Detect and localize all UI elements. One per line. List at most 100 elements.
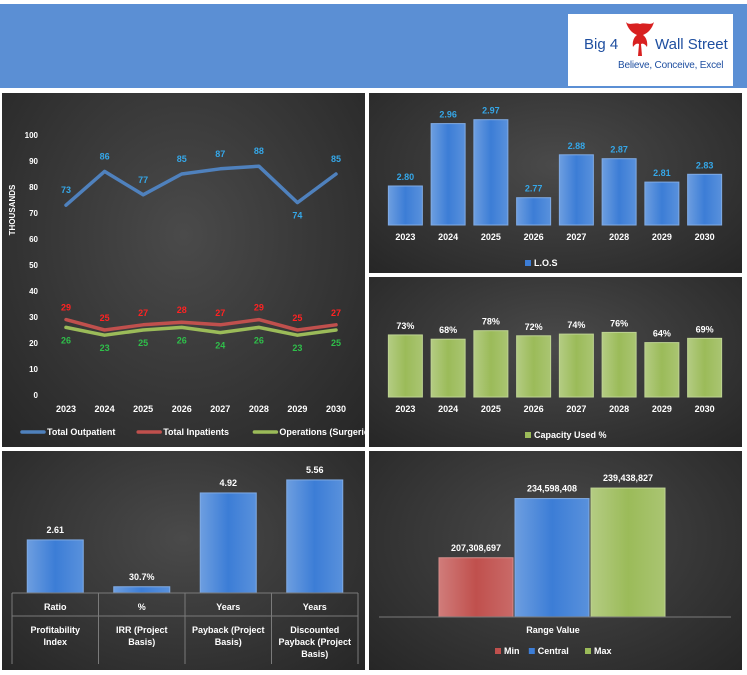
legend-label: Operations (Surgeries) (279, 427, 365, 437)
data-label: 2.87 (610, 145, 628, 155)
bar (644, 181, 680, 226)
x-tick-label: 2024 (95, 404, 115, 414)
x-tick-label: 2027 (210, 404, 230, 414)
bar (26, 539, 84, 594)
bar (590, 487, 666, 618)
data-label: 25 (100, 313, 110, 323)
bar (601, 158, 637, 226)
bar (387, 334, 423, 398)
y-tick-label: 50 (29, 261, 38, 270)
x-tick-label: 2023 (395, 232, 415, 242)
bar (199, 492, 257, 594)
y-tick-label: 10 (29, 365, 38, 374)
legend-swatch (495, 648, 501, 654)
legend-label: Min (504, 646, 520, 656)
x-tick-label: 2027 (566, 404, 586, 414)
x-tick-label: 2023 (395, 404, 415, 414)
bar (473, 119, 509, 226)
category-label: IRR (Project (116, 625, 168, 635)
x-tick-label: 2026 (172, 404, 192, 414)
category-label: Index (43, 637, 67, 647)
category-label: Basis) (301, 649, 328, 659)
header-banner: Big 4 Wall Street Believe, Conceive, Exc… (0, 4, 747, 88)
data-label: 2.61 (46, 525, 64, 535)
data-label: 76% (610, 318, 628, 328)
x-tick-label: 2023 (56, 404, 76, 414)
data-label: 72% (525, 322, 543, 332)
y-tick-label: 90 (29, 157, 38, 166)
x-tick-label: 2030 (326, 404, 346, 414)
x-tick-label: 2025 (481, 404, 501, 414)
x-tick-label: 2030 (695, 232, 715, 242)
data-label: 23 (292, 343, 302, 353)
data-label: 74% (567, 320, 585, 330)
logo-tagline: Believe, Conceive, Excel (618, 60, 724, 71)
data-label: 74 (292, 211, 302, 221)
legend-swatch (585, 648, 591, 654)
category-label: Profitability (30, 625, 80, 635)
legend-label: Central (538, 646, 569, 656)
series-line-operations-surgeries- (64, 325, 338, 337)
data-label: 27 (215, 308, 225, 318)
y-tick-label: 80 (29, 183, 38, 192)
x-tick-label: 2024 (438, 404, 458, 414)
legend-label: Capacity Used % (534, 430, 607, 440)
y-tick-label: 20 (29, 339, 38, 348)
x-tick-label: 2026 (524, 404, 544, 414)
data-label: 234,598,408 (527, 484, 577, 494)
data-label: 29 (61, 303, 71, 313)
category-label: Basis) (128, 637, 155, 647)
y-tick-label: 60 (29, 235, 38, 244)
x-tick-label: 2026 (524, 232, 544, 242)
bar (558, 333, 594, 398)
data-label: 2.97 (482, 106, 500, 116)
category-label: Basis) (215, 637, 242, 647)
data-label: 207,308,697 (451, 543, 501, 553)
data-label: 5.56 (306, 465, 324, 475)
x-tick-label: 2029 (652, 404, 672, 414)
logo-word-big4: Big 4 (584, 36, 619, 53)
data-label: 25 (331, 338, 341, 348)
company-logo: Big 4 Wall Street Believe, Conceive, Exc… (568, 14, 733, 86)
los-bar-chart: 2.80 2023 2.96 2024 2.97 2025 2.77 2026 2.88 2027… (387, 106, 723, 268)
range-bar-chart: 207,308,697 234,598,408 239,438,827 Range V… (379, 473, 731, 656)
y-tick-label: 30 (29, 313, 38, 322)
legend-label: Max (594, 646, 612, 656)
data-label: 4.92 (219, 478, 237, 488)
data-label: 26 (254, 335, 264, 345)
unit-label: Years (303, 602, 327, 612)
x-axis-title: Range Value (526, 625, 580, 635)
data-label: 73 (61, 185, 71, 195)
los-panel: 2.80 2023 2.96 2024 2.97 2025 2.77 2026 2.88 2027… (369, 93, 742, 273)
x-tick-label: 2025 (481, 232, 501, 242)
bar (387, 185, 423, 226)
data-label: 78% (482, 317, 500, 327)
bar (687, 337, 723, 398)
data-label: 24 (215, 341, 225, 351)
bar (558, 154, 594, 226)
bar (516, 197, 552, 226)
x-tick-label: 2028 (609, 404, 629, 414)
data-label: 87 (215, 149, 225, 159)
y-tick-label: 70 (29, 209, 38, 218)
x-tick-label: 2024 (438, 232, 458, 242)
legend-swatch (528, 648, 535, 654)
data-label: 73% (396, 321, 414, 331)
data-label: 26 (61, 335, 71, 345)
data-label: 25 (292, 313, 302, 323)
y-axis-title: THOUSANDS (8, 184, 17, 235)
unit-label: Years (216, 602, 240, 612)
unit-label: Ratio (44, 602, 67, 612)
legend-label: Total Inpatients (163, 427, 229, 437)
x-tick-label: 2030 (695, 404, 715, 414)
data-label: 2.83 (696, 160, 714, 170)
data-label: 29 (254, 303, 264, 313)
bar (514, 498, 590, 618)
returns-panel: 2.61 30.7% 4.92 5.56 Ratio Profitability Index… (2, 451, 365, 670)
x-tick-label: 2028 (609, 232, 629, 242)
data-label: 2.77 (525, 184, 543, 194)
logo-word-wallstreet: Wall Street (655, 36, 728, 53)
y-tick-label: 40 (29, 287, 38, 296)
data-label: 27 (138, 308, 148, 318)
